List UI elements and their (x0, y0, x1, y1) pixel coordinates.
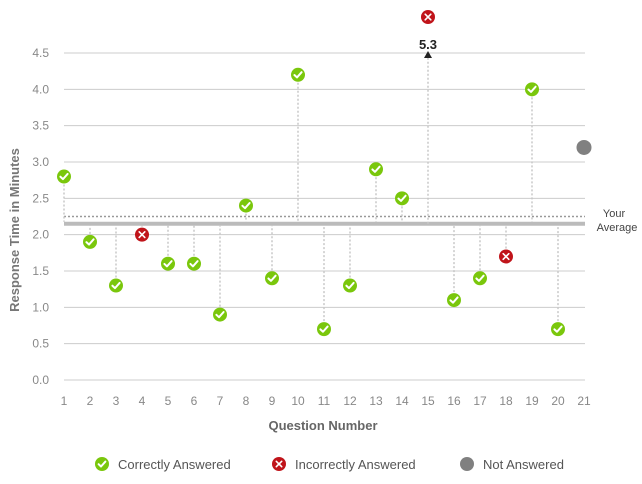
data-point-correct (447, 293, 461, 308)
x-mark (424, 13, 432, 21)
y-axis-label: Response Time in Minutes (7, 148, 22, 312)
data-point-correct (473, 271, 487, 286)
y-tick-label: 2.0 (32, 228, 49, 242)
legend: Correctly Answered Incorrectly Answered … (0, 456, 642, 478)
check-mark (527, 85, 537, 93)
check-mark (345, 281, 355, 290)
x-tick-label: 3 (113, 394, 120, 408)
y-tick-label: 1.0 (32, 300, 49, 314)
marker-circle (576, 139, 592, 155)
y-tick-label: 4.5 (32, 46, 49, 60)
check-mark (319, 325, 329, 333)
check-mark (553, 325, 563, 333)
data-point-incorrect (421, 10, 435, 24)
data-point-correct (187, 256, 201, 271)
x-mark (502, 252, 510, 261)
x-tick-label: 7 (217, 394, 224, 408)
data-point-correct (395, 191, 409, 206)
x-tick-label: 11 (318, 394, 331, 408)
check-mark (397, 194, 407, 202)
x-tick-label: 4 (139, 394, 146, 408)
overflow-value-label: 5.3 (419, 37, 437, 52)
x-tick-label: 2 (87, 394, 94, 408)
x-tick-label: 17 (473, 394, 487, 408)
check-mark (111, 281, 121, 290)
gray-dot-icon (460, 457, 474, 471)
data-point-correct (265, 271, 279, 286)
legend-item-correct: Correctly Answered (94, 456, 231, 472)
y-tick-label: 1.5 (32, 264, 49, 278)
x-tick-label: 13 (369, 394, 383, 408)
data-point-correct (213, 307, 227, 322)
y-tick-label: 3.0 (32, 155, 49, 169)
x-tick-label: 18 (499, 394, 513, 408)
check-mark (371, 165, 381, 173)
x-tick-label: 9 (269, 394, 276, 408)
x-axis-label: Question Number (268, 418, 377, 433)
data-point-correct (109, 278, 123, 293)
average-lines (64, 215, 585, 226)
check-mark (241, 202, 251, 210)
data-point-correct (343, 278, 357, 293)
check-mark (85, 238, 95, 246)
x-axis-ticks: 1 2 3 4 5 6 7 8 9 10 11 12 13 14 15 16 17 18 19 20 21 (61, 394, 591, 408)
x-tick-label: 19 (525, 394, 539, 408)
y-axis-ticks: 0.0 0.5 1.0 1.5 2.0 2.5 3.0 3.5 4.0 4.5 (32, 46, 49, 387)
legend-label-correct: Correctly Answered (118, 456, 231, 472)
y-tick-label: 3.5 (32, 119, 49, 133)
x-circle-icon (272, 457, 286, 471)
data-point-incorrect (135, 227, 149, 242)
legend-item-incorrect: Incorrectly Answered (271, 456, 416, 472)
x-tick-label: 5 (165, 394, 172, 408)
drop-lines: 5.3 (63, 37, 559, 330)
data-point-correct (369, 162, 383, 177)
x-tick-label: 20 (551, 394, 565, 408)
x-tick-label: 8 (243, 394, 250, 408)
check-mark (267, 274, 277, 282)
grid-lines (64, 52, 585, 381)
check-mark (449, 296, 459, 304)
check-mark (163, 260, 173, 268)
x-tick-label: 15 (421, 394, 435, 408)
data-points (57, 10, 592, 337)
check-mark (189, 260, 199, 268)
check-mark (293, 71, 303, 79)
x-tick-label: 16 (447, 394, 461, 408)
legend-item-not-answered: Not Answered (459, 456, 564, 472)
check-mark (475, 274, 485, 282)
data-point-correct (551, 322, 565, 337)
x-tick-label: 6 (191, 394, 198, 408)
check-mark (215, 311, 225, 319)
data-point-not_answered (576, 139, 592, 155)
y-tick-label: 0.0 (32, 373, 49, 387)
data-point-correct (57, 169, 71, 184)
x-tick-label: 10 (291, 394, 305, 408)
data-point-correct (525, 82, 539, 97)
x-tick-label: 21 (577, 394, 591, 408)
y-tick-label: 0.5 (32, 337, 49, 351)
data-point-incorrect (499, 249, 513, 264)
x-tick-label: 14 (395, 394, 409, 408)
x-tick-label: 12 (343, 394, 357, 408)
data-point-correct (291, 67, 305, 82)
average-label-line1: Your (603, 208, 626, 220)
average-label-line2: Average (597, 222, 638, 234)
y-tick-label: 2.5 (32, 191, 49, 205)
overflow-arrow (424, 51, 432, 58)
legend-label-incorrect: Incorrectly Answered (295, 456, 416, 472)
check-mark (59, 172, 69, 181)
x-tick-label: 1 (61, 394, 68, 408)
data-point-correct (161, 256, 175, 271)
data-point-correct (83, 234, 97, 249)
x-mark (138, 231, 146, 239)
check-circle-icon (95, 457, 109, 471)
y-tick-label: 4.0 (32, 82, 49, 96)
data-point-correct (239, 198, 253, 213)
legend-label-not-answered: Not Answered (483, 456, 564, 472)
data-point-correct (317, 322, 331, 337)
